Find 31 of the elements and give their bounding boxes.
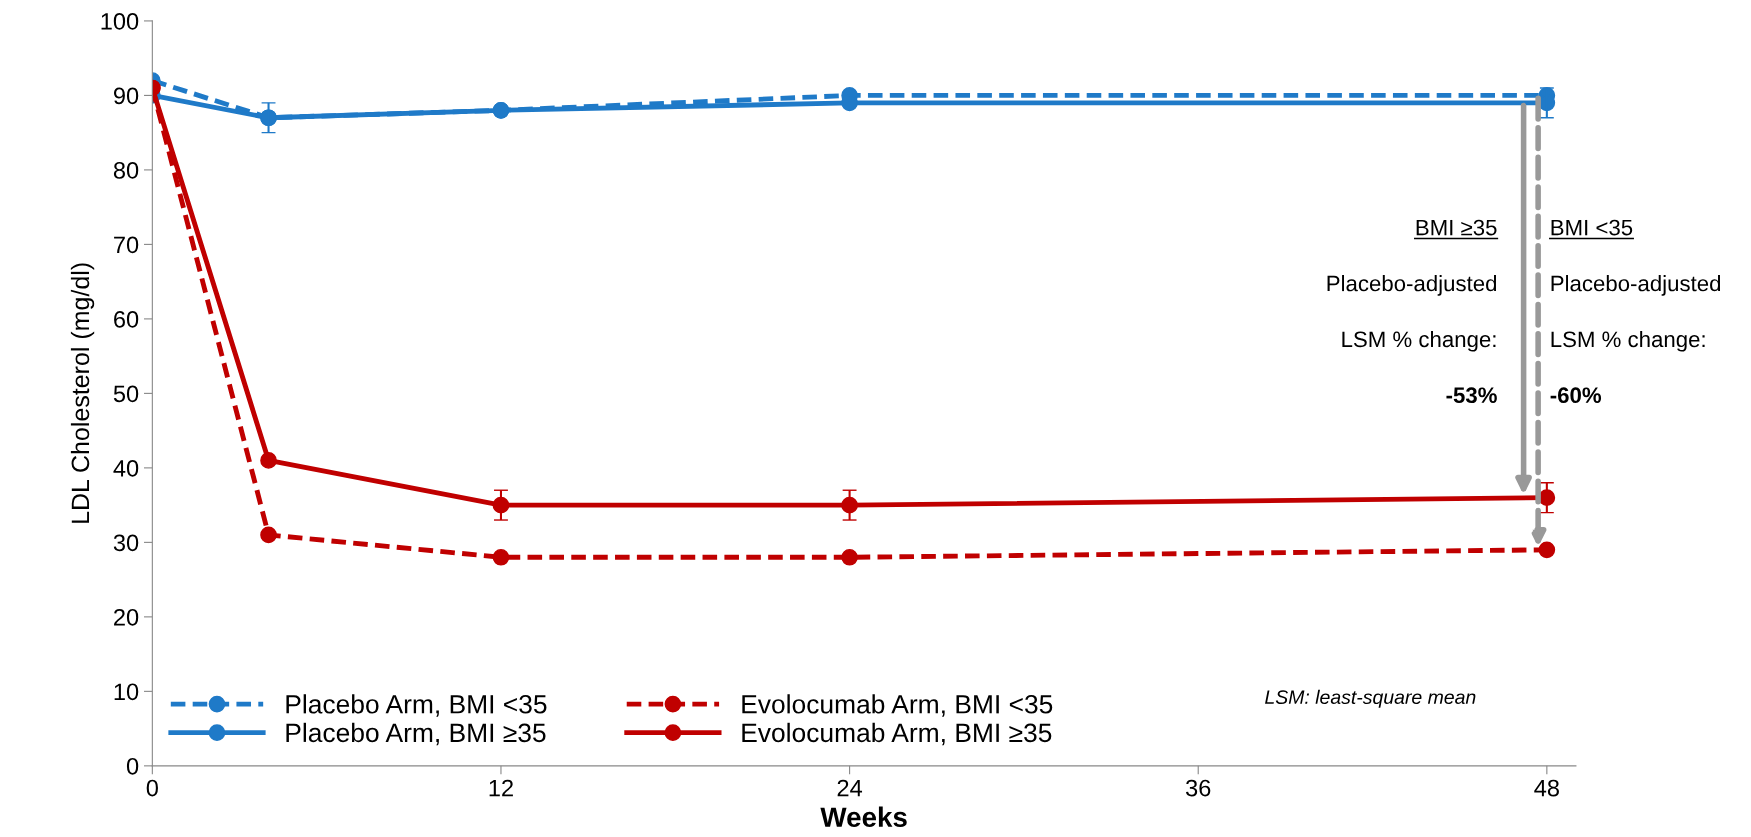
y-axis-title: LDL Cholesterol (mg/dl) xyxy=(70,263,95,523)
y-tick-label: 40 xyxy=(113,459,139,477)
x-axis-title: Weeks xyxy=(820,806,907,828)
annotation: LSM % change: xyxy=(1551,330,1705,352)
annotation: LSM: least-square mean xyxy=(1265,689,1476,708)
legend-label: Evolocumab Arm, BMI ≥35 xyxy=(742,722,1052,746)
y-tick-label: 100 xyxy=(101,12,139,30)
y-tick-label: 60 xyxy=(114,310,139,328)
y-tick-label: 70 xyxy=(114,236,139,254)
y-tick-label: 80 xyxy=(113,161,139,179)
annotation: Placebo-adjusted xyxy=(1327,275,1497,296)
y-tick-label: 90 xyxy=(113,87,139,105)
x-tick-label: 48 xyxy=(1534,779,1559,797)
y-tick-label: 50 xyxy=(113,385,139,403)
y-tick-label: 20 xyxy=(114,608,139,626)
annotation: -53% xyxy=(1446,387,1497,404)
y-tick-label: 10 xyxy=(114,683,139,701)
x-tick-label: 12 xyxy=(489,779,513,797)
annotation: LSM % change: xyxy=(1342,330,1496,352)
y-tick-label: 30 xyxy=(113,534,139,552)
legend-label: Placebo Arm, BMI <35 xyxy=(286,694,547,717)
annotation: -60% xyxy=(1550,387,1602,404)
annotation: BMI ≥35 xyxy=(1416,219,1497,236)
annotation: BMI <35 xyxy=(1551,219,1633,236)
x-tick-label: 24 xyxy=(837,779,863,797)
x-tick-label: 36 xyxy=(1185,779,1211,797)
x-tick-label: 0 xyxy=(146,779,158,797)
legend-label: Evolocumab Arm, BMI <35 xyxy=(742,694,1053,717)
annotation: Placebo-adjusted xyxy=(1551,275,1721,296)
y-tick-label: 0 xyxy=(126,757,139,775)
legend-label: Placebo Arm, BMI ≥35 xyxy=(286,722,546,746)
